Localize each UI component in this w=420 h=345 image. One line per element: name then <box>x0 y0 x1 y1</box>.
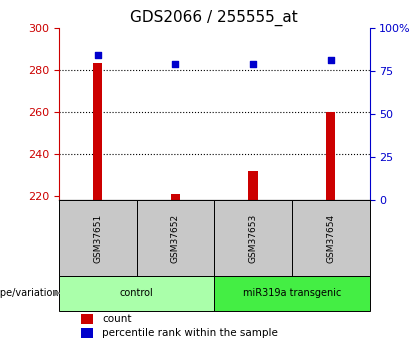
Bar <box>59 200 136 276</box>
Text: GSM37654: GSM37654 <box>326 214 335 263</box>
Bar <box>59 276 214 310</box>
Bar <box>171 194 180 200</box>
Bar <box>81 328 93 338</box>
Point <box>249 61 256 67</box>
Point <box>328 58 334 63</box>
Bar <box>93 63 102 200</box>
Bar <box>326 112 336 200</box>
Text: GSM37652: GSM37652 <box>171 214 180 263</box>
Bar <box>214 276 370 310</box>
Bar <box>292 200 370 276</box>
Title: GDS2066 / 255555_at: GDS2066 / 255555_at <box>130 10 298 26</box>
Text: count: count <box>102 314 132 324</box>
Text: GSM37651: GSM37651 <box>93 214 102 263</box>
Bar <box>136 200 214 276</box>
Bar <box>81 314 93 324</box>
Bar <box>248 171 258 200</box>
Point <box>94 52 101 58</box>
Text: miR319a transgenic: miR319a transgenic <box>243 288 341 298</box>
Text: control: control <box>120 288 153 298</box>
Bar <box>214 200 292 276</box>
Text: genotype/variation: genotype/variation <box>0 288 59 298</box>
Text: GSM37653: GSM37653 <box>249 214 257 263</box>
Point <box>172 61 179 67</box>
Text: percentile rank within the sample: percentile rank within the sample <box>102 328 278 338</box>
